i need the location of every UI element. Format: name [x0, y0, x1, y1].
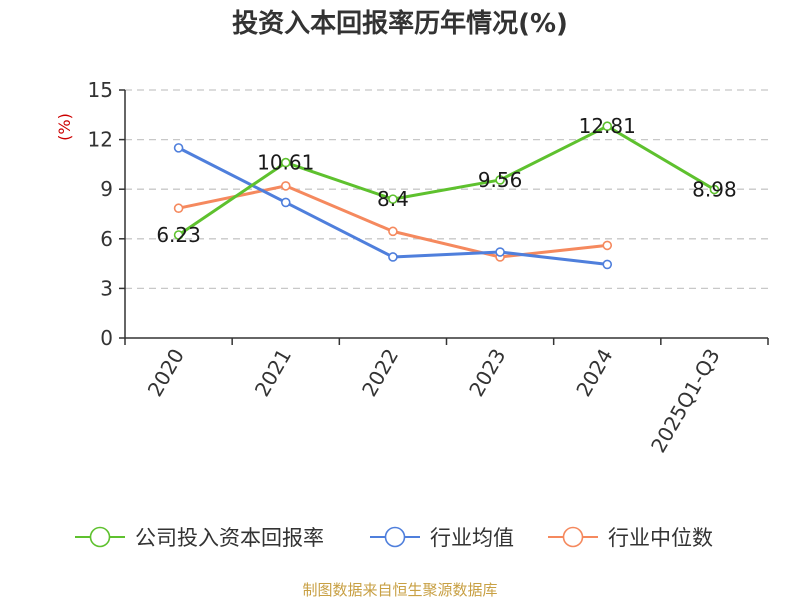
y-tick-label: 15	[88, 78, 113, 102]
series-line	[177, 124, 716, 237]
data-point	[602, 259, 613, 270]
y-axis-unit: (%)	[55, 113, 74, 141]
data-point	[280, 157, 291, 168]
x-tick-label: 2024	[571, 345, 617, 401]
data-point	[173, 230, 184, 240]
data-point	[173, 203, 184, 214]
data-point	[602, 121, 613, 132]
data-point	[602, 240, 613, 251]
y-tick-label: 0	[100, 326, 113, 350]
source-note: 制图数据来自恒生聚源数据库	[302, 581, 497, 599]
data-point	[388, 194, 398, 204]
y-tick-label: 12	[88, 128, 113, 152]
data-labels: 6.23 10.61 8.4 9.56 12.81 8.98	[156, 114, 736, 247]
data-point	[495, 175, 505, 185]
data-point	[388, 252, 398, 262]
data-point	[709, 184, 720, 195]
data-label: 8.4	[377, 187, 409, 211]
legend-label: 公司投入资本回报率	[135, 526, 324, 550]
x-tick-label: 2020	[143, 345, 189, 401]
data-label: 8.98	[692, 178, 737, 202]
data-label: 9.56	[478, 168, 523, 192]
legend-marker	[562, 526, 584, 548]
legend[interactable]: 公司投入资本回报率 行业均值 行业中位数	[75, 526, 713, 550]
legend-item[interactable]: 行业中位数	[548, 526, 713, 550]
y-tick-label: 3	[100, 276, 113, 300]
x-tick-label: 2021	[250, 345, 296, 401]
legend-label: 行业中位数	[608, 526, 713, 550]
x-tick-label: 2023	[464, 345, 510, 401]
data-label: 12.81	[579, 114, 636, 138]
axes: 0 3 6 9 12 15 2020 2021 2022 2023 2024 2025Q1-Q3	[88, 78, 769, 457]
legend-marker	[89, 526, 111, 548]
y-tick-label: 9	[100, 177, 113, 201]
data-point	[173, 143, 184, 153]
legend-label: 行业均值	[430, 526, 514, 550]
data-label: 6.23	[156, 223, 201, 247]
x-tick-label: 2022	[357, 345, 403, 401]
series-group	[173, 121, 720, 270]
data-point	[280, 197, 291, 208]
data-point	[388, 226, 398, 237]
chart-title: 投资入本回报率历年情况(%)	[232, 8, 568, 39]
data-label: 10.61	[257, 151, 314, 175]
legend-item[interactable]: 行业均值	[370, 526, 514, 550]
legend-item[interactable]: 公司投入资本回报率	[75, 526, 324, 550]
data-point	[495, 247, 505, 257]
data-point	[280, 181, 291, 191]
x-tick-label: 2025Q1-Q3	[646, 345, 725, 457]
y-tick-label: 6	[100, 227, 113, 251]
legend-marker	[384, 526, 406, 548]
